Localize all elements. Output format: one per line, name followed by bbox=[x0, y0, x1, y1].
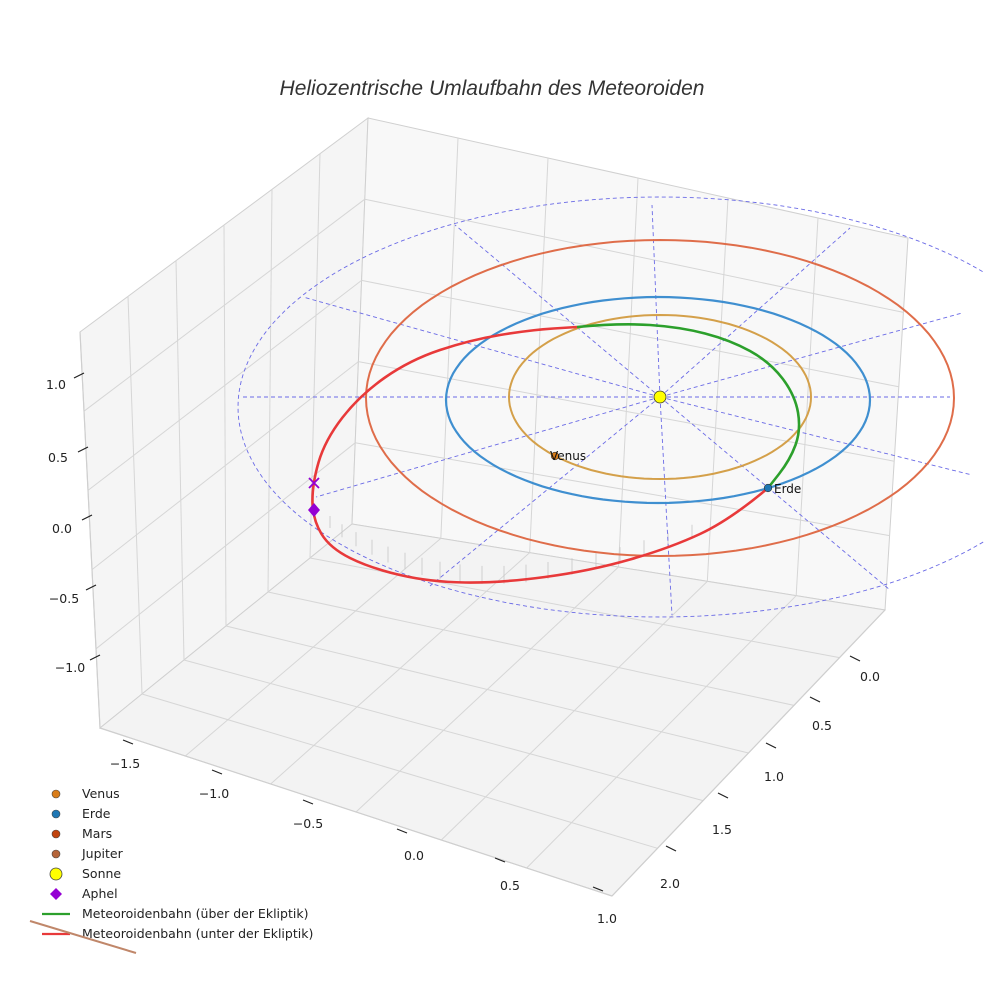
y-tick-mark bbox=[809, 696, 821, 703]
wall-grid-line bbox=[175, 260, 185, 661]
legend-label: Sonne bbox=[82, 866, 121, 881]
ecliptic-spoke bbox=[659, 396, 673, 616]
aphel-marker bbox=[308, 503, 320, 517]
x-tick-mark bbox=[396, 828, 408, 834]
erde-label: Erde bbox=[774, 482, 801, 496]
ecliptic-circle bbox=[237, 196, 984, 618]
ecliptic-spoke bbox=[315, 396, 661, 498]
meteoroid-orbit-below bbox=[311, 325, 769, 584]
wall-grid-line bbox=[706, 197, 729, 582]
sonne-marker bbox=[653, 390, 667, 404]
wall-grid-line bbox=[795, 217, 819, 596]
legend-label: Aphel bbox=[82, 886, 118, 901]
legend-marker bbox=[51, 789, 61, 799]
jupiter-orbit-fragment bbox=[29, 920, 137, 954]
legend-marker bbox=[51, 849, 61, 859]
z-tick-label: 0.0 bbox=[52, 521, 72, 536]
markers: Venus Erde bbox=[308, 390, 801, 517]
ecliptic-spoke bbox=[659, 227, 851, 398]
x-axis-line bbox=[99, 727, 613, 897]
legend-label: Meteoroidenbahn (über der Ekliptik) bbox=[82, 906, 308, 921]
floor-grid-line bbox=[440, 580, 708, 841]
x-tick-mark bbox=[592, 886, 604, 892]
x-tick-label: 0.5 bbox=[500, 878, 520, 893]
z-tick-mark bbox=[77, 446, 89, 453]
ecliptic-spoke bbox=[659, 396, 973, 476]
z-tick-mark bbox=[73, 372, 85, 379]
x-tick-label: −1.5 bbox=[110, 756, 140, 771]
meteoroid-orbit bbox=[311, 323, 801, 584]
y-tick-label: 1.5 bbox=[712, 822, 732, 837]
legend: Venus Erde Mars Jupiter Sonne Aphel Meteoroide… bbox=[29, 786, 313, 954]
floor-grid-line bbox=[355, 566, 619, 813]
y-tick-mark bbox=[717, 792, 729, 799]
legend-label: Meteoroidenbahn (unter der Ekliptik) bbox=[82, 926, 313, 941]
y-tick-mark bbox=[849, 655, 861, 662]
wall-grid-line bbox=[267, 189, 273, 593]
z-tick-label: −1.0 bbox=[55, 660, 85, 675]
y-tick-mark bbox=[665, 845, 677, 852]
z-axis-line bbox=[79, 331, 101, 729]
wall-grid-line bbox=[223, 224, 227, 627]
z-tick-mark bbox=[89, 654, 101, 661]
y-tick-label: 0.0 bbox=[860, 669, 880, 684]
ecliptic-reference bbox=[237, 196, 984, 618]
y-axis-line bbox=[611, 609, 886, 897]
legend-marker bbox=[51, 829, 61, 839]
ecliptic-spoke bbox=[302, 296, 661, 398]
x-tick-mark bbox=[211, 769, 223, 775]
floor-grid-line bbox=[526, 595, 797, 869]
venus-marker bbox=[550, 451, 560, 461]
axis-lines bbox=[79, 331, 886, 897]
erde-orbit bbox=[444, 295, 872, 505]
x-tick-mark bbox=[494, 857, 506, 863]
mars-orbit bbox=[364, 238, 955, 558]
aphel-projection-marker bbox=[308, 477, 320, 489]
wall-grid-line bbox=[127, 296, 143, 695]
x-tick-label: −1.0 bbox=[199, 786, 229, 801]
z-tick-label: 1.0 bbox=[46, 377, 66, 392]
x-tick-label: −0.5 bbox=[293, 816, 323, 831]
erde-marker bbox=[763, 483, 773, 493]
legend-label: Erde bbox=[82, 806, 111, 821]
ecliptic-spoke bbox=[659, 312, 963, 398]
legend-marker bbox=[50, 888, 62, 900]
floor-grid-line bbox=[270, 552, 530, 785]
back-pane-right bbox=[351, 117, 909, 611]
z-tick-mark bbox=[81, 514, 93, 521]
ecliptic-spoke bbox=[454, 224, 661, 398]
venus-label: Venus bbox=[550, 449, 586, 463]
chart-title: Heliozentrische Umlaufbahn des Meteoroid… bbox=[280, 77, 705, 100]
legend-label: Venus bbox=[82, 786, 120, 801]
ecliptic-spoke bbox=[659, 396, 891, 591]
x-tick-label: 1.0 bbox=[597, 911, 617, 926]
x-tick-mark bbox=[122, 739, 134, 745]
z-tick-label: 0.5 bbox=[48, 450, 68, 465]
venus-orbit bbox=[507, 313, 812, 481]
y-tick-label: 0.5 bbox=[812, 718, 832, 733]
y-tick-mark bbox=[765, 742, 777, 749]
z-tick-mark bbox=[85, 584, 97, 591]
wall-grid-line bbox=[529, 157, 549, 553]
meteoroid-orbit-above bbox=[576, 323, 801, 489]
planet-orbits bbox=[364, 238, 955, 558]
y-tick-label: 2.0 bbox=[660, 876, 680, 891]
z-tick-label: −0.5 bbox=[49, 591, 79, 606]
legend-marker bbox=[51, 809, 61, 819]
tick-labels: −1.5 −1.0 −0.5 0.0 0.5 1.0 0.0 0.5 1.0 1.5 2.0 1.0 0… bbox=[46, 372, 880, 926]
x-tick-mark bbox=[302, 799, 314, 805]
legend-label: Jupiter bbox=[81, 846, 124, 861]
x-tick-label: 0.0 bbox=[404, 848, 424, 863]
y-tick-label: 1.0 bbox=[764, 769, 784, 784]
legend-marker bbox=[49, 867, 63, 881]
ecliptic-spoke bbox=[429, 396, 661, 587]
legend-label: Mars bbox=[82, 826, 112, 841]
